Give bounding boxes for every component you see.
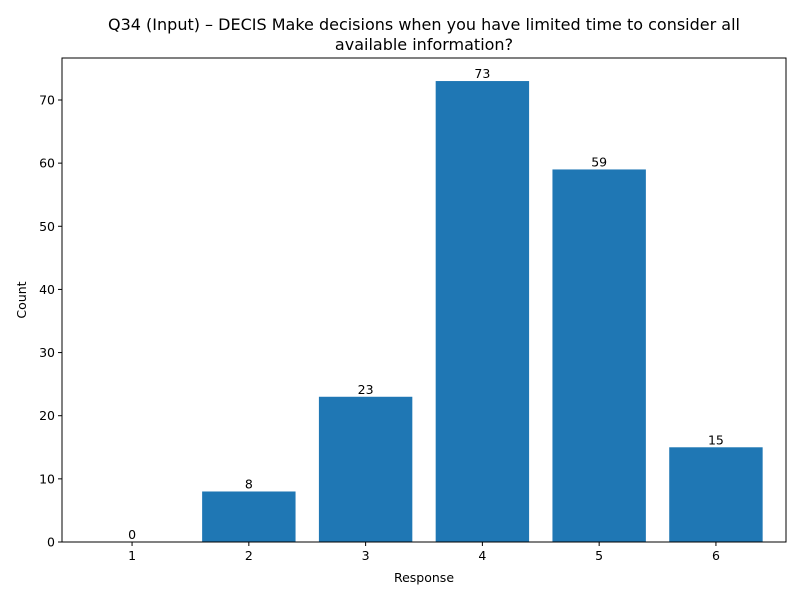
x-axis-label: Response [394,570,454,585]
y-tick-label-60: 60 [39,156,55,171]
bar-5 [552,169,646,542]
y-tick-label-40: 40 [39,282,55,297]
data-label-4: 73 [474,66,490,81]
data-labels-group: 0 8 23 73 59 15 [128,66,724,542]
y-tick-label-10: 10 [39,471,55,486]
y-tick-label-0: 0 [47,535,55,550]
plot-area-frame [61,57,787,543]
chart-title-line-2: available information? [335,35,513,54]
bar-2 [202,491,296,542]
data-label-2: 8 [245,476,253,491]
data-label-1: 0 [128,527,136,542]
x-tick-label-1: 1 [128,548,136,563]
bar-4 [435,81,530,543]
x-tick-label-2: 2 [245,548,253,563]
data-label-3: 23 [358,382,374,397]
x-axis-ticks: 1 2 3 4 5 6 [128,542,720,563]
bar-3 [318,396,413,542]
y-tick-label-30: 30 [39,345,55,360]
x-tick-label-5: 5 [595,548,603,563]
data-label-6: 15 [708,432,724,447]
chart-title: Q34 (Input) – DECIS Make decisions when … [108,15,740,54]
y-tick-label-50: 50 [39,219,55,234]
x-tick-label-4: 4 [478,548,486,563]
y-axis-ticks: 0 10 20 30 40 50 60 70 [39,92,62,550]
x-tick-label-6: 6 [712,548,720,563]
y-tick-label-20: 20 [39,408,55,423]
chart-title-line-1: Q34 (Input) – DECIS Make decisions when … [108,15,740,34]
bar-6 [669,447,763,542]
x-tick-label-3: 3 [362,548,370,563]
data-label-5: 59 [591,154,607,169]
y-axis-label: Count [14,281,29,318]
y-tick-label-70: 70 [39,92,55,107]
bars-group [202,81,763,543]
